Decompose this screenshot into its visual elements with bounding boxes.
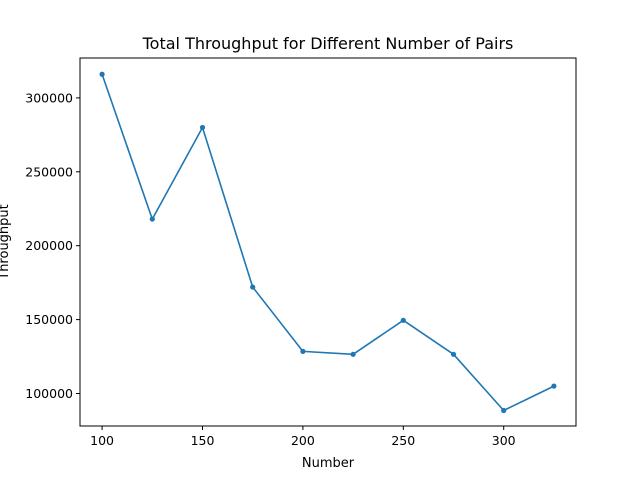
data-point: [501, 407, 507, 414]
data-point: [350, 351, 356, 357]
x-tick-label: 100: [90, 433, 114, 448]
x-tick-label: 250: [391, 433, 415, 448]
x-axis-label: Number: [302, 456, 355, 471]
data-point: [199, 124, 206, 131]
data-point: [450, 351, 457, 357]
x-axis: 100 150 200 250 300: [90, 426, 516, 448]
y-tick-label: 250000: [25, 164, 73, 179]
chart-title: Total Throughput for Different Number of…: [142, 34, 514, 53]
x-tick-label: 150: [191, 433, 215, 448]
data-point: [551, 383, 557, 389]
x-tick-label: 300: [492, 433, 516, 448]
data-point: [250, 284, 256, 290]
data-point: [149, 216, 155, 222]
y-tick-label: 100000: [25, 386, 73, 401]
data-point: [300, 348, 306, 354]
data-point: [99, 71, 105, 77]
data-point: [400, 317, 406, 323]
series-line: [101, 73, 555, 412]
x-tick-label: 200: [291, 433, 315, 448]
y-tick-label: 200000: [25, 238, 73, 253]
y-axis-label: Throughput: [0, 204, 12, 281]
y-tick-label: 300000: [25, 90, 73, 105]
plot-frame: [79, 57, 577, 427]
y-axis: 100000 150000 200000 250000 300000: [25, 90, 80, 401]
plot-area: [99, 71, 557, 414]
y-tick-label: 150000: [25, 312, 73, 327]
